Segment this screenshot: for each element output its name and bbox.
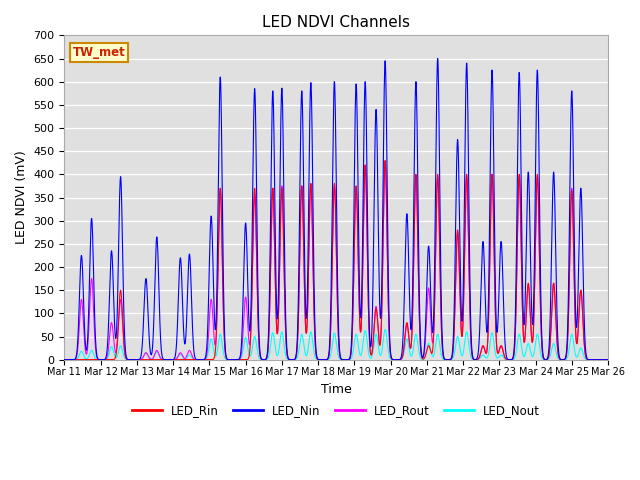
X-axis label: Time: Time <box>321 383 351 396</box>
Legend: LED_Rin, LED_Nin, LED_Rout, LED_Nout: LED_Rin, LED_Nin, LED_Rout, LED_Nout <box>128 399 545 422</box>
Text: TW_met: TW_met <box>72 47 125 60</box>
Title: LED NDVI Channels: LED NDVI Channels <box>262 15 410 30</box>
Y-axis label: LED NDVI (mV): LED NDVI (mV) <box>15 151 28 244</box>
